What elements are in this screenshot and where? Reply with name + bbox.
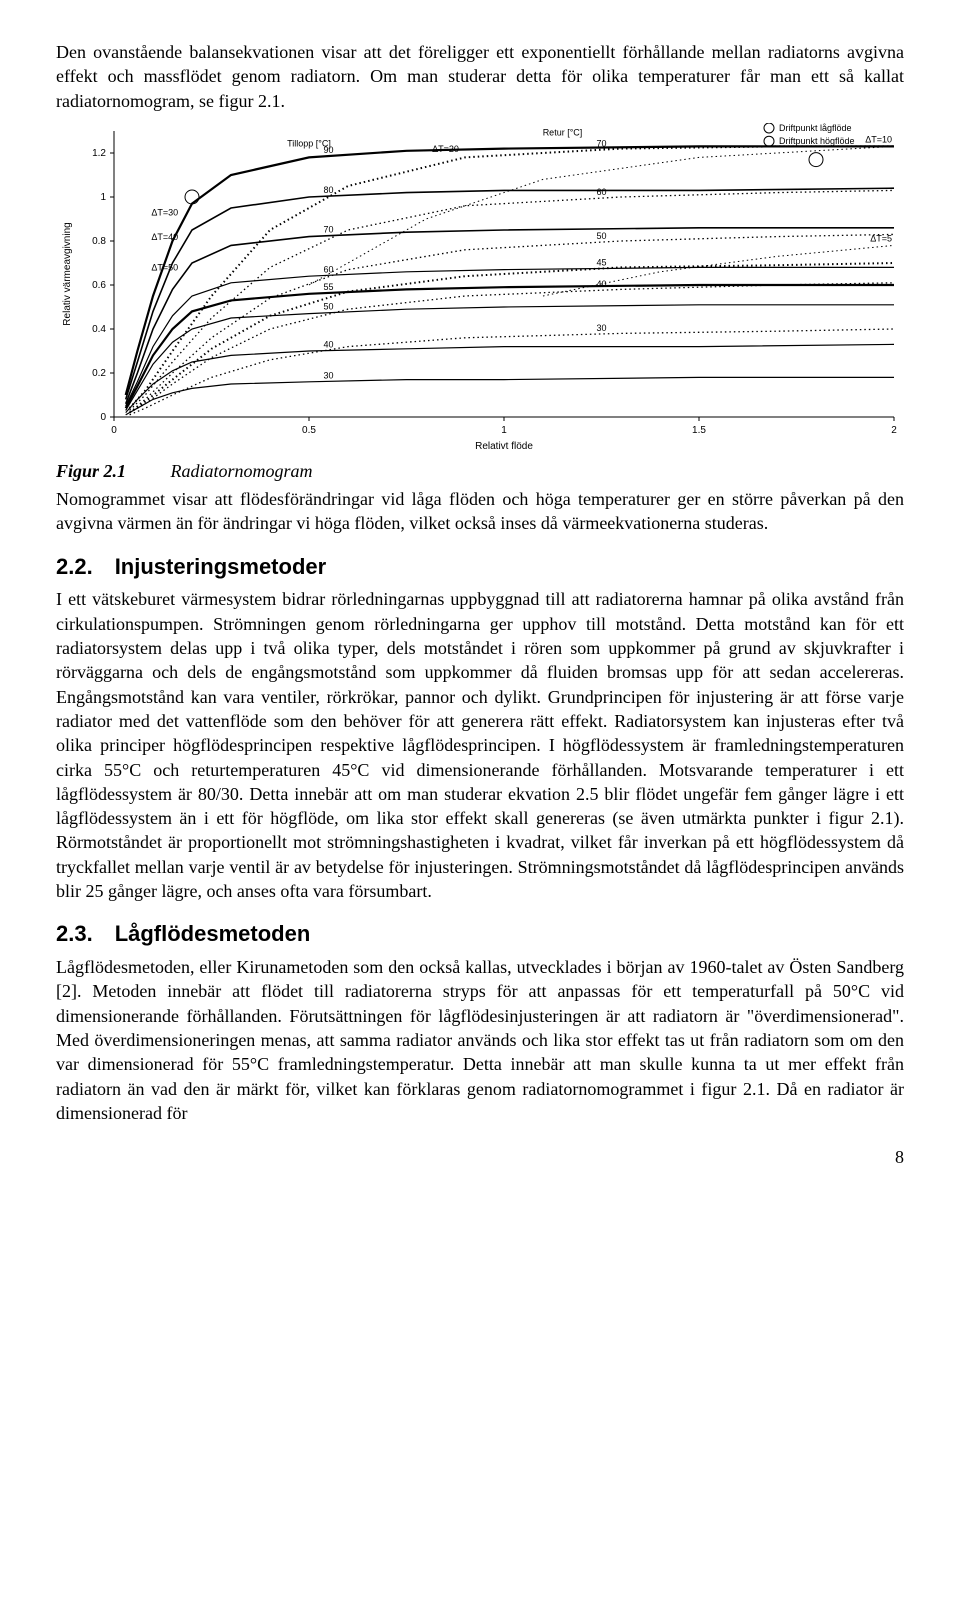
section-2-3-paragraph: Lågflödesmetoden, eller Kirunametoden so…	[56, 955, 904, 1125]
svg-text:ΔT=5: ΔT=5	[870, 233, 892, 243]
svg-text:0.2: 0.2	[92, 368, 106, 379]
svg-text:30: 30	[596, 323, 606, 333]
svg-text:60: 60	[596, 187, 606, 197]
figure-caption-label: Figur 2.1	[56, 461, 126, 481]
svg-text:0.6: 0.6	[92, 280, 106, 291]
section-2-3-heading: 2.3. Lågflödesmetoden	[56, 919, 904, 949]
svg-text:ΔT=50: ΔT=50	[151, 262, 178, 272]
figure-caption-text: Radiatornomogram	[171, 461, 313, 481]
page-number: 8	[56, 1145, 904, 1169]
svg-text:1.5: 1.5	[692, 425, 706, 436]
radiatornomogram-figure: 0 0.2 0.4 0.6 0.8 1 1.2 0 0.5 1 1.5 2 Relativt flöde…	[56, 123, 904, 453]
svg-text:50: 50	[323, 302, 333, 312]
svg-text:45: 45	[596, 257, 606, 267]
figure-caption: Figur 2.1 Radiatornomogram	[56, 459, 904, 483]
svg-text:80: 80	[323, 185, 333, 195]
intro-paragraph: Den ovanstående balansekvationen visar a…	[56, 40, 904, 113]
svg-text:Driftpunkt högflöde: Driftpunkt högflöde	[779, 136, 855, 146]
svg-text:55: 55	[323, 282, 333, 292]
svg-text:40: 40	[323, 339, 333, 349]
svg-text:50: 50	[596, 231, 606, 241]
svg-text:0.8: 0.8	[92, 236, 106, 247]
svg-text:ΔT=20: ΔT=20	[432, 144, 459, 154]
svg-text:ΔT=40: ΔT=40	[151, 232, 178, 242]
section-2-2-heading: 2.2. Injusteringsmetoder	[56, 552, 904, 582]
svg-text:Driftpunkt lågflöde: Driftpunkt lågflöde	[779, 123, 852, 133]
svg-text:Relativ värmeavgivning: Relativ värmeavgivning	[62, 222, 73, 325]
section-2-2-paragraph: I ett vätskeburet värmesystem bidrar rör…	[56, 587, 904, 903]
svg-text:0: 0	[100, 412, 106, 423]
svg-text:2: 2	[891, 425, 897, 436]
svg-text:1: 1	[100, 192, 106, 203]
svg-text:70: 70	[323, 225, 333, 235]
nomogram-paragraph: Nomogrammet visar att flödesförändringar…	[56, 487, 904, 536]
svg-text:40: 40	[596, 279, 606, 289]
svg-text:ΔT=30: ΔT=30	[151, 207, 178, 217]
svg-text:ΔT=10: ΔT=10	[865, 134, 892, 144]
svg-text:0.4: 0.4	[92, 324, 106, 335]
svg-text:0.5: 0.5	[302, 425, 316, 436]
svg-text:0: 0	[111, 425, 117, 436]
svg-text:60: 60	[323, 264, 333, 274]
svg-text:70: 70	[596, 139, 606, 149]
svg-text:Relativt flöde: Relativt flöde	[475, 441, 533, 452]
svg-text:1: 1	[501, 425, 507, 436]
svg-text:1.2: 1.2	[92, 148, 106, 159]
svg-text:Retur [°C]: Retur [°C]	[543, 127, 583, 137]
svg-text:30: 30	[323, 370, 333, 380]
svg-text:Tillopp [°C]: Tillopp [°C]	[287, 138, 331, 148]
